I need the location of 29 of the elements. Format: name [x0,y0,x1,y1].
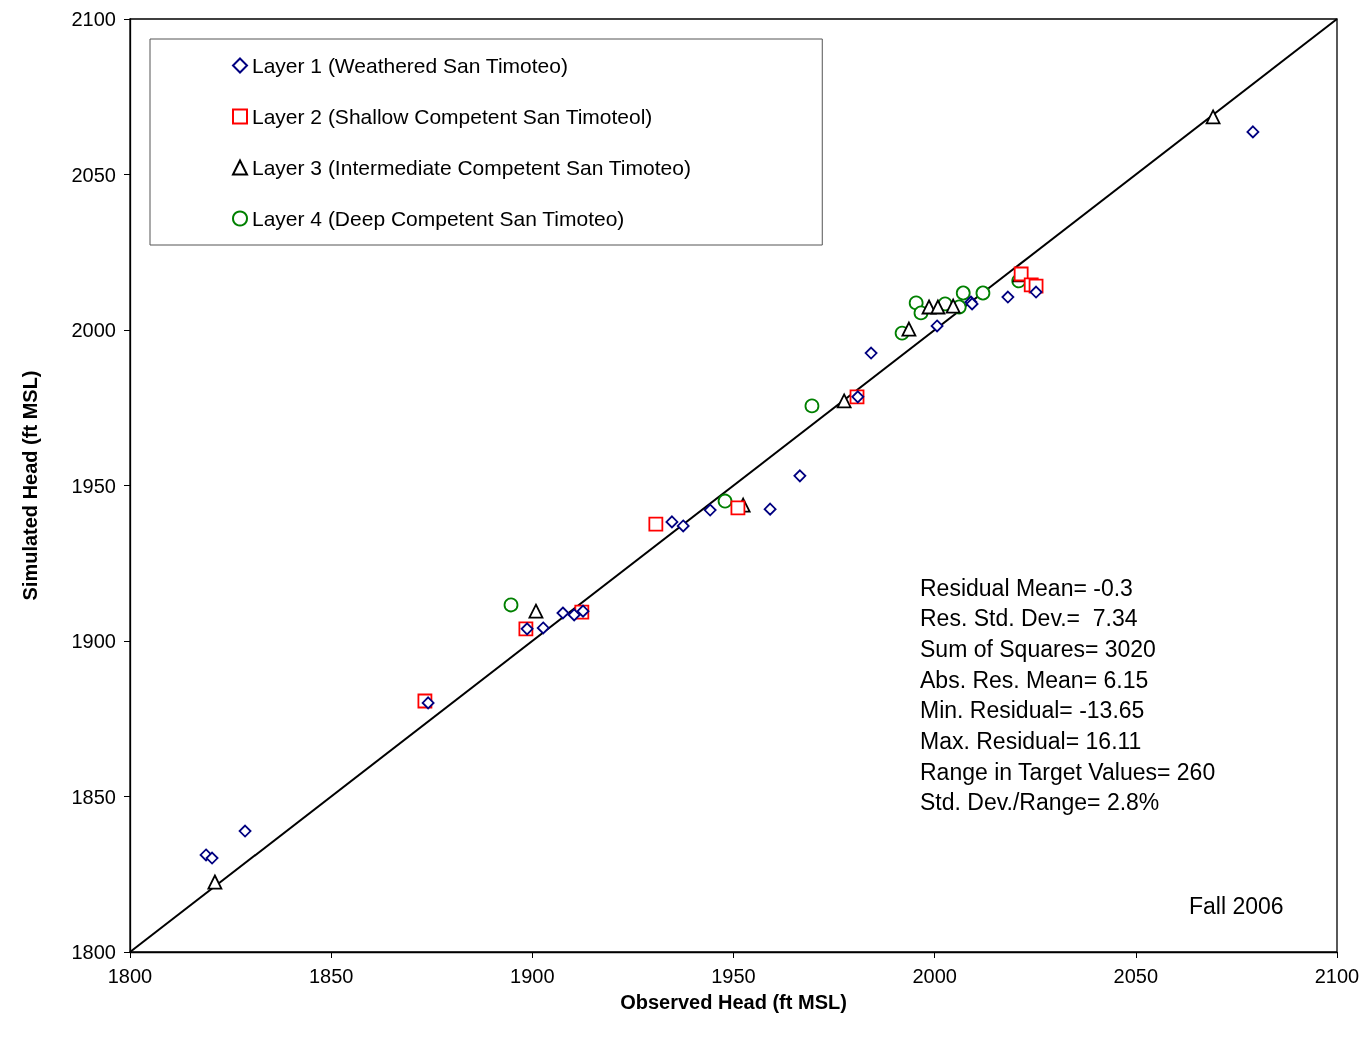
y-axis-title: Simulated Head (ft MSL) [19,370,41,601]
x-tick-label: 1850 [308,965,354,987]
x-tick-label: 1950 [711,965,756,987]
annotation: Fall 2006 [1189,892,1284,919]
legend-label: Layer 4 (Deep Competent San Timoteo) [252,207,625,230]
annotation: Residual Mean= -0.3 [920,574,1133,601]
x-tick-label: 1800 [107,965,153,987]
legend-label: Layer 3 (Intermediate Competent San Timoteo) [252,156,691,179]
y-tick-label: 2100 [71,8,116,30]
y-tick-label: 2000 [71,319,116,341]
y-tick-label: 1900 [71,630,116,652]
y-tick-label: 1950 [71,474,116,497]
x-axis-title: Observed Head (ft MSL) [620,991,847,1013]
legend-label: Layer 1 (Weathered San Timoteo) [252,54,568,77]
annotation: Range in Target Values= 260 [920,758,1216,785]
y-tick-label: 2050 [71,163,116,186]
x-tick-label: 2100 [1314,965,1360,987]
annotation: Res. Std. Dev.= 7.34 [920,605,1138,632]
annotation: Min. Residual= -13.65 [920,697,1145,724]
x-tick-label: 1900 [510,965,555,987]
annotation: Abs. Res. Mean= 6.15 [920,666,1149,693]
annotation: Sum of Squares= 3020 [920,635,1156,662]
annotation: Std. Dev./Range= 2.8% [920,789,1160,816]
x-tick-label: 2000 [912,965,957,987]
annotation: Max. Residual= 16.11 [920,728,1142,754]
y-tick-label: 1850 [71,785,116,808]
legend-label: Layer 2 (Shallow Competent San Timoteol) [252,105,653,128]
y-tick-label: 1800 [71,941,116,963]
x-tick-label: 2050 [1113,965,1159,987]
